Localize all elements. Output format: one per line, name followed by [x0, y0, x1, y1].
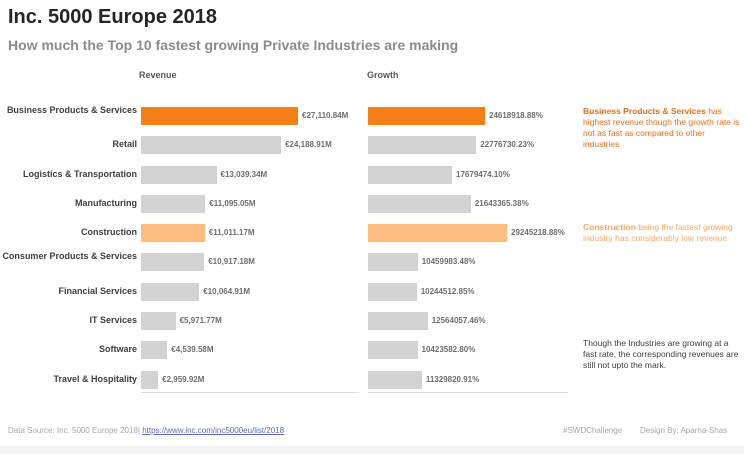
footer-source: Data Source: Inc. 5000 Europe 2018| http…	[8, 426, 284, 435]
bar[interactable]	[141, 195, 206, 213]
data-label: €4,539.58M	[171, 345, 214, 354]
data-label: €10,917.18M	[208, 257, 255, 266]
data-label: 22776730.23%	[480, 140, 535, 149]
bar[interactable]	[141, 107, 298, 125]
data-label: €10,064.91M	[203, 287, 250, 296]
bar[interactable]	[141, 224, 205, 242]
category-label: IT Services	[89, 315, 137, 325]
data-label: 21643365.38%	[474, 199, 529, 208]
bar[interactable]	[141, 312, 176, 330]
annotation-construction-text: being the fastest growing industry has c…	[583, 222, 733, 243]
bar[interactable]	[141, 341, 168, 359]
bar[interactable]	[368, 224, 507, 242]
category-label: Consumer Products & Services	[2, 251, 137, 261]
bar[interactable]	[141, 136, 282, 154]
data-label: €5,971.77M	[179, 316, 222, 325]
bar[interactable]	[368, 136, 477, 154]
footer-source-link[interactable]: https://www.inc.com/inc5000eu/list/2018	[142, 426, 285, 435]
data-label: 29245218.88%	[511, 228, 565, 237]
bar[interactable]	[368, 341, 418, 359]
series-header: Growth	[367, 70, 399, 80]
annotation-construction: Construction being the fastest growing i…	[583, 222, 741, 244]
series-header: Revenue	[139, 70, 177, 80]
data-label: 24618918.88%	[489, 111, 543, 120]
bottom-strip	[0, 446, 744, 454]
page-subtitle: How much the Top 10 fastest growing Priv…	[8, 37, 459, 53]
annotation-business: Business Products & Services has highest…	[583, 106, 741, 150]
data-label: 10244512.85%	[420, 287, 475, 296]
axis-baseline	[141, 392, 359, 393]
category-label: Software	[98, 344, 137, 354]
bar[interactable]	[368, 312, 428, 330]
category-label: Travel & Hospitality	[53, 374, 137, 384]
axis-baseline	[368, 392, 568, 393]
data-label: €13,039.34M	[220, 170, 268, 179]
bar[interactable]	[368, 253, 418, 271]
category-label: Logistics & Transportation	[22, 169, 137, 179]
data-label: €11,095.05M	[209, 199, 256, 208]
data-label: €24,188.91M	[285, 140, 332, 149]
data-label: 11329820.91%	[425, 375, 480, 384]
data-label: €27,110.84M	[302, 111, 349, 120]
category-label: Manufacturing	[75, 198, 137, 208]
annotation-business-text: has highest revenue though the growth ra…	[583, 106, 740, 149]
category-label: Business Products & Services	[6, 105, 137, 115]
bar[interactable]	[368, 195, 471, 213]
category-label: Retail	[112, 139, 137, 149]
bar[interactable]	[141, 253, 205, 271]
bar[interactable]	[368, 371, 422, 389]
footer-hashtag: #SWDChallenge	[563, 426, 623, 435]
bar[interactable]	[368, 283, 417, 301]
bar[interactable]	[368, 107, 485, 125]
bar[interactable]	[368, 166, 453, 184]
data-label: €2,959.92M	[162, 375, 205, 384]
data-label: 10423582.80%	[421, 345, 476, 354]
bar[interactable]	[141, 283, 200, 301]
data-label: 10459983.48%	[421, 257, 476, 266]
data-label: 12564057.46%	[431, 316, 486, 325]
footer-credit: Design By: Aparna-Shas	[640, 426, 728, 435]
bar[interactable]	[141, 371, 159, 389]
annotation-business-bold: Business Products & Services	[583, 106, 706, 116]
category-label: Financial Services	[58, 286, 137, 296]
annotation-construction-bold: Construction	[583, 222, 636, 232]
page-title: Inc. 5000 Europe 2018	[8, 6, 218, 28]
category-label: Construction	[81, 227, 137, 237]
footer-source-prefix: Data Source: Inc. 5000 Europe 2018|	[8, 426, 140, 435]
annotation-general: Though the Industries are growing at a f…	[583, 338, 739, 370]
data-label: €11,011.17M	[208, 228, 255, 237]
data-label: 17679474.10%	[456, 170, 510, 179]
bar[interactable]	[141, 166, 217, 184]
